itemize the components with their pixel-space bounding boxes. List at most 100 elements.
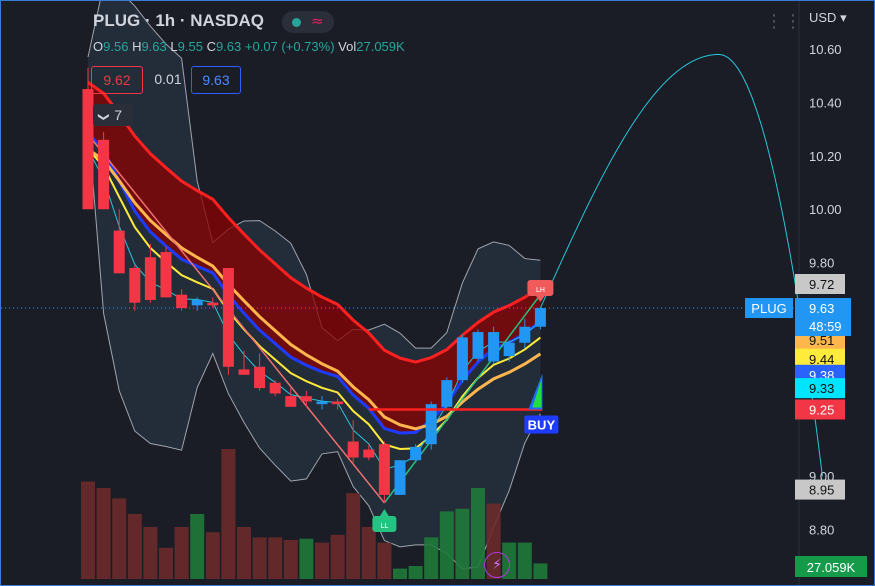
chevron-down-icon: ▾ bbox=[840, 10, 847, 25]
buy-label-box bbox=[524, 415, 559, 434]
price-tag-text: 9.51 bbox=[809, 333, 834, 348]
volume-bar bbox=[377, 542, 392, 579]
countdown-text: 48:59 bbox=[809, 319, 842, 334]
candle-body bbox=[534, 308, 546, 327]
price-tag-text: 9.25 bbox=[809, 402, 834, 417]
ohlc-legend: O9.56 H9.63 L9.55 C9.63 +0.07 (+0.73%) V… bbox=[93, 39, 405, 54]
marker-label: LL bbox=[380, 522, 388, 530]
volume-bar bbox=[252, 537, 267, 579]
low-value: 9.55 bbox=[177, 39, 203, 54]
more-options-icon[interactable]: ⋮⋮ bbox=[765, 11, 803, 32]
volume-value: 27.059K bbox=[356, 39, 405, 54]
price-tag-text: 9.72 bbox=[809, 277, 834, 292]
volume-bar bbox=[221, 449, 236, 579]
candle-body bbox=[129, 267, 141, 303]
candle-body bbox=[160, 251, 172, 298]
current-price-text: 9.63 bbox=[809, 301, 834, 316]
y-tick-label: 10.20 bbox=[809, 149, 842, 164]
candle-body bbox=[98, 139, 110, 210]
candle-body bbox=[332, 401, 344, 405]
open-value: 9.56 bbox=[103, 39, 129, 54]
marker-box bbox=[372, 515, 397, 532]
marker-label: LH bbox=[536, 286, 545, 294]
candle-body bbox=[347, 441, 359, 458]
volume-bar bbox=[190, 514, 205, 579]
buy-triangle-inner bbox=[532, 379, 542, 408]
candle-body bbox=[269, 382, 281, 394]
market-open-dot-icon bbox=[292, 18, 301, 27]
change-pct: (+0.73%) bbox=[281, 39, 335, 54]
indicators-collapse-button[interactable]: ❯ 7 bbox=[93, 104, 133, 126]
y-tick-label: 10.40 bbox=[809, 95, 842, 110]
y-tick-label: 9.80 bbox=[809, 256, 834, 271]
volume-bar bbox=[205, 532, 220, 579]
volume-bar bbox=[112, 498, 127, 579]
candle-body bbox=[456, 337, 468, 381]
candle-body bbox=[441, 380, 453, 407]
volume-bar bbox=[127, 514, 142, 579]
candle-body bbox=[410, 446, 422, 461]
volume-bar bbox=[393, 568, 407, 579]
candle-body bbox=[144, 257, 156, 301]
volume-label: Vol bbox=[338, 39, 357, 54]
candle-body bbox=[285, 396, 297, 407]
sell-button[interactable]: 9.62 bbox=[91, 66, 143, 94]
chevron-down-icon: ❯ bbox=[97, 112, 110, 122]
change-value: +0.07 bbox=[244, 39, 278, 54]
buy-button[interactable]: 9.63 bbox=[191, 66, 241, 94]
candle-body bbox=[394, 460, 406, 495]
volume-bar bbox=[268, 537, 283, 579]
volume-bar bbox=[361, 527, 376, 579]
candle-body bbox=[254, 366, 266, 389]
volume-bar bbox=[424, 537, 439, 579]
buy-label: BUY bbox=[528, 417, 556, 432]
open-label: O bbox=[93, 39, 104, 54]
marker-arrow bbox=[535, 295, 546, 303]
candle-body bbox=[363, 449, 375, 458]
price-tag bbox=[795, 479, 845, 500]
indicator-count: 7 bbox=[114, 107, 123, 123]
price-tag bbox=[795, 348, 845, 369]
close-label: C bbox=[206, 39, 216, 54]
ma-orange-line bbox=[87, 147, 542, 431]
high-label: H bbox=[132, 39, 142, 54]
candle-body bbox=[488, 332, 500, 362]
volume-tag bbox=[795, 556, 867, 577]
volume-bar bbox=[533, 563, 548, 579]
price-tag bbox=[795, 274, 845, 294]
currency-select[interactable]: USD ▾ bbox=[809, 10, 847, 26]
candle-body bbox=[519, 326, 531, 343]
candle-body bbox=[378, 444, 390, 495]
volume-bar bbox=[299, 538, 314, 579]
volume-bar bbox=[81, 481, 95, 579]
trend-red-line bbox=[87, 81, 542, 364]
volume-bar bbox=[159, 547, 173, 579]
low-label: L bbox=[170, 39, 178, 54]
close-value: 9.63 bbox=[215, 39, 242, 54]
projection-line bbox=[539, 53, 823, 477]
candle-body bbox=[82, 89, 94, 210]
wave-icon: ≈ bbox=[311, 12, 324, 30]
volume-bar bbox=[143, 527, 158, 579]
volume-bar bbox=[174, 527, 189, 579]
candle-body bbox=[238, 369, 250, 375]
y-tick-label: 8.80 bbox=[809, 523, 834, 538]
volume-bar bbox=[96, 488, 111, 579]
price-tag-text: 8.95 bbox=[809, 483, 834, 498]
volume-bar bbox=[346, 493, 361, 579]
flash-icon[interactable]: ⚡ bbox=[484, 552, 510, 578]
currency-label: USD bbox=[809, 10, 837, 25]
chart-title[interactable]: PLUG · 1h · NASDAQ bbox=[93, 11, 264, 30]
candle-body bbox=[472, 332, 484, 359]
volume-bar bbox=[439, 511, 454, 579]
spread-value: 0.01 bbox=[154, 71, 182, 87]
market-status-toggle[interactable]: ≈ bbox=[282, 11, 334, 33]
price-tag bbox=[795, 399, 845, 420]
candle-body bbox=[113, 230, 125, 274]
down-trendline bbox=[87, 134, 385, 504]
price-tag-text: 9.44 bbox=[809, 352, 834, 367]
volume-bar bbox=[330, 534, 345, 579]
candle-body bbox=[207, 302, 219, 306]
